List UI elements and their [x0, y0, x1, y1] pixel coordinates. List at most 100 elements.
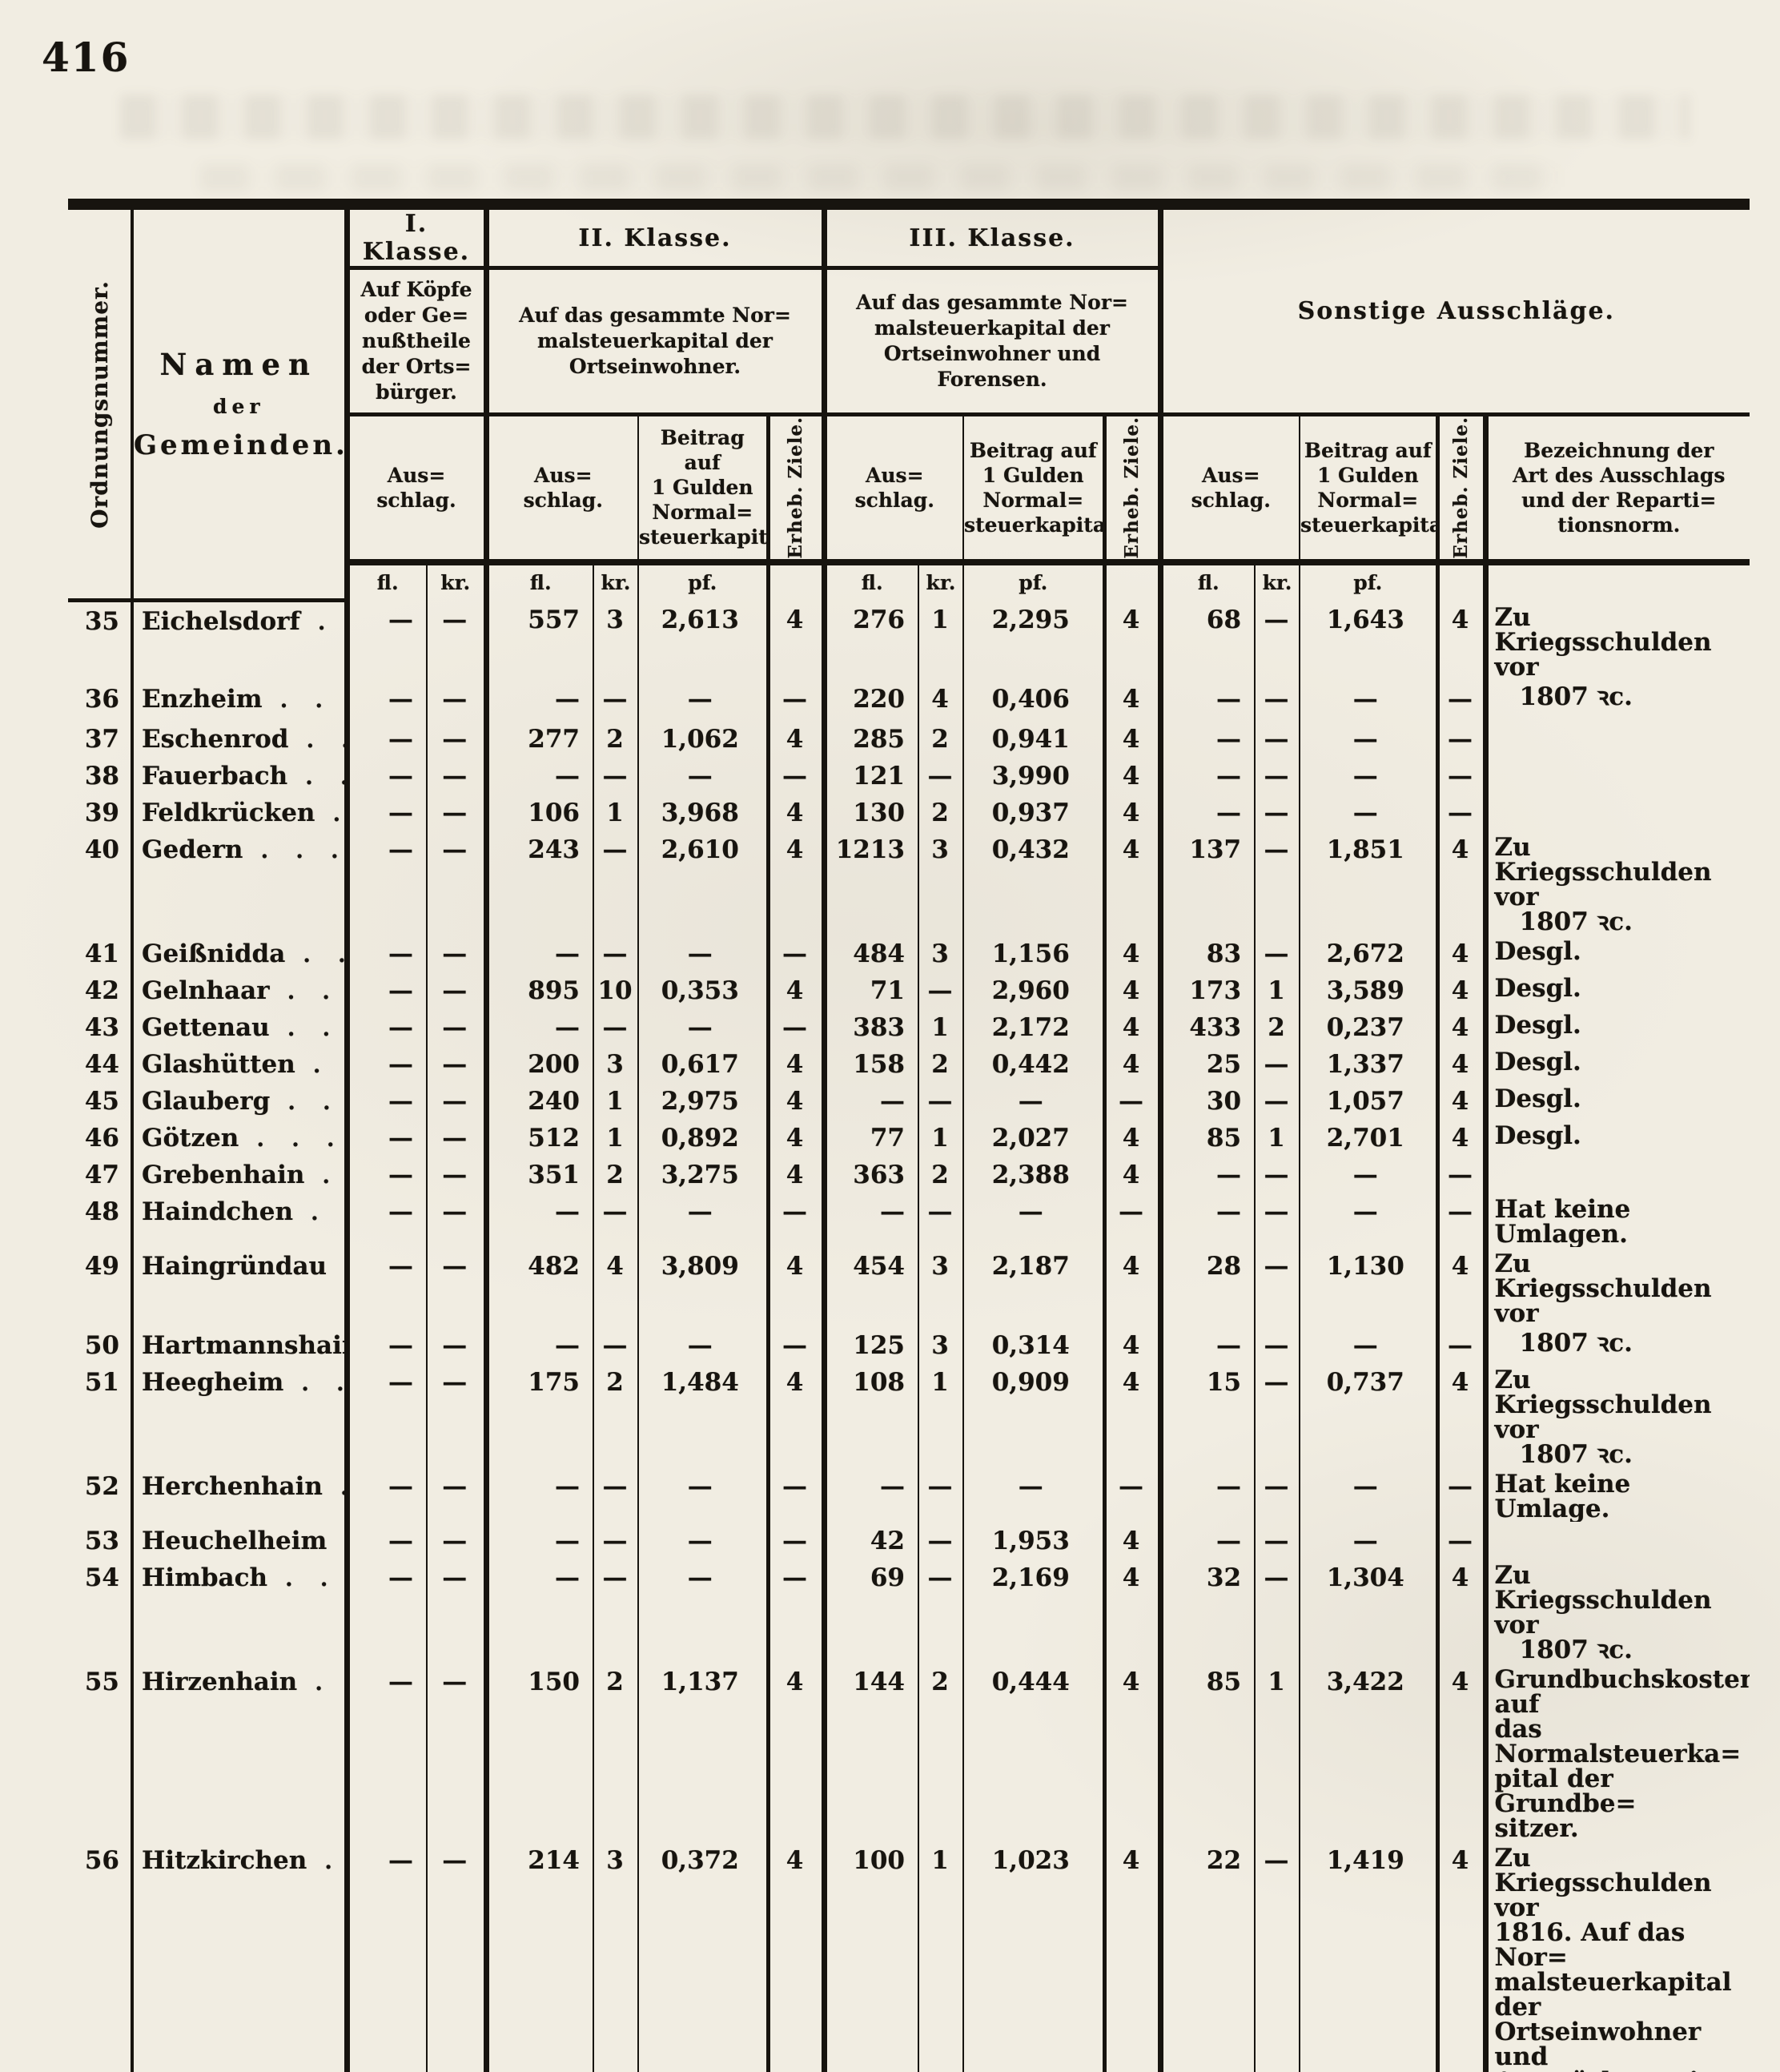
k2-erheb-ziele: 4 — [765, 1662, 824, 1841]
k2-ausschlag-fl: 214 — [483, 1841, 593, 2072]
sonstige-ausschlag-kr: — — [1254, 1192, 1300, 1247]
repartition-note — [1482, 1521, 1750, 1559]
k2-ausschlag-kr: 2 — [593, 1362, 638, 1467]
k1-ausschlag-fl: — — [344, 1662, 427, 1841]
table-row: 49 Haingründau.. — — 482 4 3,809 4 454 3… — [68, 1246, 1750, 1326]
k3-beitrag-pf: 2,169 — [962, 1558, 1104, 1663]
k3-ausschlag-fl: 100 — [821, 1841, 918, 2072]
k1-ausschlag-fl: — — [344, 971, 427, 1008]
unit-s-kr: kr. — [1254, 561, 1300, 601]
gemeinde-name: Eschenrod — [142, 724, 289, 754]
k3-erheb-ziele: — — [1102, 1081, 1161, 1119]
sonstige-ausschlag-kr: — — [1254, 793, 1300, 831]
k3-ausschlag-kr: — — [918, 971, 963, 1008]
k3-ausschlag-fl: 144 — [821, 1662, 918, 1841]
header-bezeichnung: Bezeichnung der Art des Ausschlags und d… — [1482, 414, 1750, 565]
k2-beitrag-pf: — — [637, 1558, 768, 1663]
k3-ausschlag-fl: 454 — [821, 1246, 918, 1326]
k2-ausschlag-fl: 200 — [483, 1044, 593, 1082]
sonstige-erheb-ziele: — — [1435, 1466, 1486, 1522]
k2-erheb-ziele: — — [765, 1192, 824, 1247]
header-k3-ausschlag: Aus= schlag. — [821, 414, 963, 565]
sonstige-ausschlag-kr: — — [1254, 830, 1300, 935]
gemeinde-cell: Geißnidda.. — [131, 934, 347, 972]
k2-ausschlag-kr: 3 — [593, 600, 638, 680]
sonstige-erheb-ziele: 4 — [1435, 1044, 1486, 1082]
sonstige-ausschlag-kr: — — [1254, 1466, 1300, 1522]
k3-beitrag-pf: 0,432 — [962, 830, 1104, 935]
k3-ausschlag-kr: — — [918, 1466, 963, 1522]
sonstige-beitrag-pf: 2,672 — [1299, 934, 1438, 972]
k1-ausschlag-fl: — — [344, 1558, 427, 1663]
repartition-note: Hat keine Umlage. — [1482, 1466, 1750, 1522]
k2-beitrag-pf: — — [637, 1521, 768, 1559]
sonstige-ausschlag-fl: 30 — [1157, 1081, 1256, 1119]
row-ordnungsnummer: 45 — [84, 1086, 119, 1116]
header-sonstige-title: Sonstige Ausschläge. — [1157, 204, 1750, 416]
sonstige-ausschlag-kr: — — [1254, 679, 1300, 720]
sonstige-erheb-ziele: — — [1435, 719, 1486, 757]
k3-beitrag-pf: 0,444 — [962, 1662, 1104, 1841]
k2-beitrag-pf: 2,613 — [637, 600, 768, 680]
leader-dots: .... — [256, 1125, 347, 1152]
header-gemeinden: Namen der Gemeinden. — [131, 204, 347, 603]
k2-erheb-ziele: — — [765, 1558, 824, 1663]
k1-ausschlag-fl: — — [344, 719, 427, 757]
gemeinde-name: Gedern — [142, 835, 243, 864]
k3-ausschlag-fl: 285 — [821, 719, 918, 757]
k3-ausschlag-fl: 125 — [821, 1326, 918, 1363]
sonstige-erheb-ziele: 4 — [1435, 1118, 1486, 1156]
sonstige-ausschlag-fl: 15 — [1157, 1362, 1256, 1467]
k3-erheb-ziele: 4 — [1102, 1246, 1161, 1326]
row-ordnungsnummer: 36 — [84, 684, 119, 714]
sonstige-ausschlag-fl: 32 — [1157, 1558, 1256, 1663]
k1-ausschlag-kr: — — [426, 679, 486, 720]
unit-k1-kr: kr. — [426, 561, 486, 601]
gemeinde-cell: Fauerbach... — [131, 756, 347, 794]
sonstige-ausschlag-fl: 22 — [1157, 1841, 1256, 2072]
k2-erheb-ziele: 4 — [765, 1044, 824, 1082]
k1-ausschlag-fl: — — [344, 1044, 427, 1082]
gemeinde-cell: Eschenrod... — [131, 719, 347, 757]
row-ordnungsnummer: 48 — [84, 1197, 119, 1226]
k1-ausschlag-fl: — — [344, 1326, 427, 1363]
gemeinde-name: Haindchen — [142, 1197, 294, 1226]
k2-ausschlag-kr: — — [593, 1521, 638, 1559]
k2-erheb-ziele: 4 — [765, 971, 824, 1008]
table-row: 52 Herchenhain.. — — — — — — — — — — — —… — [68, 1466, 1750, 1522]
k3-ausschlag-kr: 2 — [918, 1155, 963, 1193]
header-k2-ausschlag: Aus= schlag. — [483, 414, 638, 565]
row-ordnungsnummer: 42 — [84, 976, 119, 1005]
header-k1-ausschlag: Aus= schlag. — [344, 414, 486, 565]
sonstige-beitrag-pf: 3,422 — [1299, 1662, 1438, 1841]
k3-beitrag-pf: 3,990 — [962, 756, 1104, 794]
k2-beitrag-pf: 1,137 — [637, 1662, 768, 1841]
k3-erheb-ziele: 4 — [1102, 756, 1161, 794]
k3-ausschlag-kr: — — [918, 1192, 963, 1247]
leader-dots: ... — [287, 1088, 347, 1115]
sonstige-ausschlag-fl: 25 — [1157, 1044, 1256, 1082]
k2-beitrag-pf: 3,809 — [637, 1246, 768, 1326]
table-row: 44 Glashütten.. — — 200 3 0,617 4 158 2 … — [68, 1044, 1750, 1082]
k2-erheb-ziele: — — [765, 756, 824, 794]
k3-erheb-ziele: — — [1102, 1466, 1161, 1522]
k3-beitrag-pf: 0,937 — [962, 793, 1104, 831]
k2-ausschlag-kr: 3 — [593, 1044, 638, 1082]
row-ordnungsnummer: 49 — [84, 1251, 119, 1281]
page-number: 416 — [42, 34, 131, 81]
k3-beitrag-pf: 0,314 — [962, 1326, 1104, 1363]
sonstige-beitrag-pf: 2,701 — [1299, 1118, 1438, 1156]
gemeinde-cell: Eichelsdorf.. — [131, 600, 347, 680]
leader-dots: ... — [311, 1198, 347, 1225]
k2-beitrag-pf: — — [637, 1326, 768, 1363]
k3-ausschlag-fl: 121 — [821, 756, 918, 794]
leader-dots: .. — [279, 686, 347, 713]
sonstige-ausschlag-kr: — — [1254, 1044, 1300, 1082]
k2-ausschlag-fl: 150 — [483, 1662, 593, 1841]
leader-dots: .. — [322, 1162, 347, 1189]
k2-beitrag-pf: 2,610 — [637, 830, 768, 935]
tax-register-table: Ordnungsnummer. Namen der Gemeinden. I. … — [68, 199, 1750, 2072]
k3-ausschlag-kr: 4 — [918, 679, 963, 720]
repartition-note: Zu Kriegsschulden vor — [1482, 1246, 1750, 1326]
sonstige-beitrag-pf: 1,304 — [1299, 1558, 1438, 1663]
